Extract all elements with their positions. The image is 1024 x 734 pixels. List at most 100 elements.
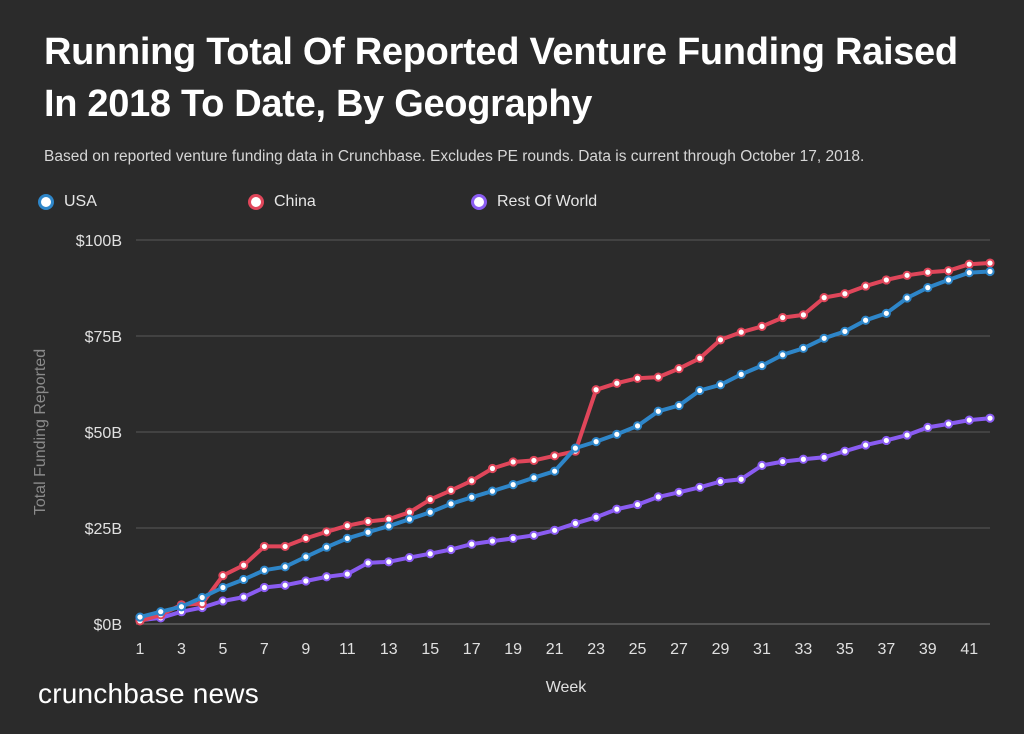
data-point-rest-of-world[interactable] xyxy=(321,572,332,582)
data-point-usa[interactable] xyxy=(695,385,705,396)
data-point-china[interactable] xyxy=(425,494,435,505)
data-point-china[interactable] xyxy=(632,373,643,383)
data-point-usa[interactable] xyxy=(301,552,311,562)
data-point-usa[interactable] xyxy=(176,602,187,612)
data-point-rest-of-world[interactable] xyxy=(508,533,518,543)
data-point-rest-of-world[interactable] xyxy=(529,530,539,540)
data-point-rest-of-world[interactable] xyxy=(404,552,415,563)
data-point-usa[interactable] xyxy=(923,283,933,293)
legend-item-usa[interactable]: USA xyxy=(38,193,97,211)
data-point-rest-of-world[interactable] xyxy=(259,582,269,593)
data-point-china[interactable] xyxy=(861,281,871,291)
data-point-rest-of-world[interactable] xyxy=(218,596,228,606)
data-point-usa[interactable] xyxy=(840,326,850,336)
data-point-usa[interactable] xyxy=(529,473,539,483)
data-point-usa[interactable] xyxy=(363,527,373,537)
data-point-china[interactable] xyxy=(881,275,891,285)
data-point-rest-of-world[interactable] xyxy=(239,592,249,602)
data-point-usa[interactable] xyxy=(404,514,415,524)
data-point-usa[interactable] xyxy=(570,443,580,453)
data-point-china[interactable] xyxy=(798,310,809,320)
data-point-rest-of-world[interactable] xyxy=(612,504,622,514)
data-point-china[interactable] xyxy=(612,378,622,388)
data-point-rest-of-world[interactable] xyxy=(861,440,871,450)
data-point-china[interactable] xyxy=(342,521,352,531)
data-point-rest-of-world[interactable] xyxy=(467,539,477,549)
data-point-usa[interactable] xyxy=(861,315,871,325)
data-point-rest-of-world[interactable] xyxy=(446,544,456,555)
data-point-usa[interactable] xyxy=(135,612,145,622)
data-point-usa[interactable] xyxy=(612,429,622,439)
data-point-rest-of-world[interactable] xyxy=(695,482,705,492)
data-point-rest-of-world[interactable] xyxy=(715,476,726,487)
data-point-usa[interactable] xyxy=(943,275,954,285)
data-point-china[interactable] xyxy=(301,533,311,543)
data-point-china[interactable] xyxy=(280,541,290,552)
legend-item-china[interactable]: China xyxy=(248,193,316,211)
data-point-rest-of-world[interactable] xyxy=(363,558,373,568)
data-point-rest-of-world[interactable] xyxy=(736,474,746,484)
data-point-usa[interactable] xyxy=(757,360,767,371)
data-point-usa[interactable] xyxy=(467,492,477,502)
data-point-usa[interactable] xyxy=(508,480,518,490)
data-point-china[interactable] xyxy=(985,258,995,268)
data-point-rest-of-world[interactable] xyxy=(964,415,974,425)
data-point-china[interactable] xyxy=(840,289,850,299)
data-point-china[interactable] xyxy=(529,455,539,466)
data-point-rest-of-world[interactable] xyxy=(550,525,560,535)
data-point-usa[interactable] xyxy=(819,333,829,343)
data-point-rest-of-world[interactable] xyxy=(985,413,995,423)
data-point-china[interactable] xyxy=(964,259,974,269)
data-point-china[interactable] xyxy=(653,372,663,382)
data-point-usa[interactable] xyxy=(550,466,560,476)
data-point-rest-of-world[interactable] xyxy=(342,569,352,579)
data-point-rest-of-world[interactable] xyxy=(819,452,829,462)
data-point-usa[interactable] xyxy=(239,574,249,585)
data-point-rest-of-world[interactable] xyxy=(653,492,663,502)
data-point-china[interactable] xyxy=(218,571,228,581)
data-point-usa[interactable] xyxy=(218,582,228,593)
data-point-rest-of-world[interactable] xyxy=(778,456,788,467)
data-point-rest-of-world[interactable] xyxy=(425,549,435,559)
data-point-rest-of-world[interactable] xyxy=(798,454,809,464)
data-point-usa[interactable] xyxy=(280,562,290,572)
data-point-china[interactable] xyxy=(239,560,249,570)
data-point-china[interactable] xyxy=(943,266,954,276)
data-point-china[interactable] xyxy=(819,293,829,303)
data-point-china[interactable] xyxy=(695,353,705,363)
data-point-usa[interactable] xyxy=(715,380,726,390)
data-point-rest-of-world[interactable] xyxy=(674,487,684,497)
data-point-usa[interactable] xyxy=(653,406,663,416)
data-point-china[interactable] xyxy=(902,270,912,280)
data-point-china[interactable] xyxy=(778,312,788,323)
data-point-china[interactable] xyxy=(550,451,560,461)
data-point-usa[interactable] xyxy=(446,499,456,509)
data-point-rest-of-world[interactable] xyxy=(384,557,394,567)
data-point-china[interactable] xyxy=(674,364,684,374)
data-point-usa[interactable] xyxy=(902,293,912,303)
data-point-rest-of-world[interactable] xyxy=(881,435,891,446)
data-point-usa[interactable] xyxy=(674,400,684,411)
data-point-rest-of-world[interactable] xyxy=(757,460,767,471)
data-point-usa[interactable] xyxy=(964,268,974,278)
data-point-rest-of-world[interactable] xyxy=(840,446,850,456)
data-point-china[interactable] xyxy=(487,463,498,474)
data-point-rest-of-world[interactable] xyxy=(591,512,601,522)
data-point-china[interactable] xyxy=(757,321,767,331)
data-point-usa[interactable] xyxy=(881,308,891,318)
data-point-rest-of-world[interactable] xyxy=(570,518,580,528)
data-point-china[interactable] xyxy=(321,527,332,537)
data-point-usa[interactable] xyxy=(197,592,207,603)
data-point-china[interactable] xyxy=(923,267,933,277)
data-point-usa[interactable] xyxy=(985,266,995,277)
data-point-china[interactable] xyxy=(259,541,269,552)
data-point-usa[interactable] xyxy=(156,607,166,617)
data-point-usa[interactable] xyxy=(487,486,498,496)
data-point-usa[interactable] xyxy=(778,350,788,360)
legend-item-rest-of-world[interactable]: Rest Of World xyxy=(471,193,597,211)
data-point-usa[interactable] xyxy=(384,521,394,531)
data-point-rest-of-world[interactable] xyxy=(487,536,498,546)
data-point-china[interactable] xyxy=(715,335,726,345)
data-point-rest-of-world[interactable] xyxy=(923,422,933,432)
data-point-rest-of-world[interactable] xyxy=(902,430,912,440)
